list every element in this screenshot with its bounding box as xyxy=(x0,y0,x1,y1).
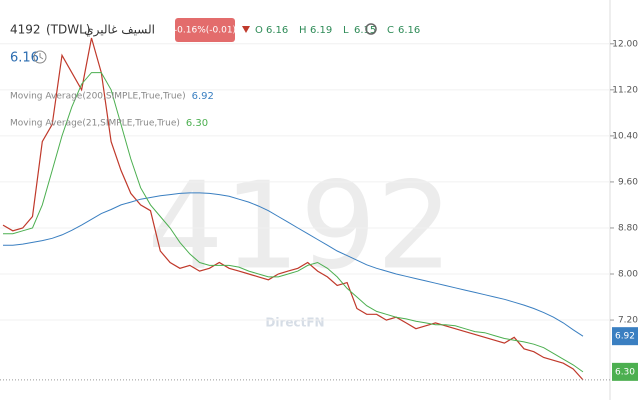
legend-value: 6.30 xyxy=(186,118,208,129)
exchange: (TDWL) xyxy=(46,23,90,37)
ohlc-value: 6.19 xyxy=(310,25,332,36)
settings-icon[interactable] xyxy=(365,23,377,35)
axis-value: 6.30 xyxy=(615,367,635,377)
company-name: السيف غاليري xyxy=(84,23,155,38)
ohlc-key: L xyxy=(343,25,349,36)
legend-name: Moving Average(200,SIMPLE,True,True) xyxy=(10,92,186,102)
y-tick-label: 8.00 xyxy=(618,270,638,280)
y-tick-label: 12.00 xyxy=(612,39,638,49)
legend-value: 6.92 xyxy=(192,91,214,102)
ohlc-value: 6.16 xyxy=(398,25,420,36)
ohlc-key: O xyxy=(255,25,263,36)
series-line xyxy=(3,72,584,373)
ohlc-key: C xyxy=(387,25,394,36)
clock-icon[interactable] xyxy=(33,50,47,64)
y-tick-label: 11.20 xyxy=(612,85,638,95)
ohlc-value: 6.16 xyxy=(266,25,288,36)
change-box xyxy=(175,18,235,42)
watermark-brand: DirectFN xyxy=(265,316,324,330)
series-line xyxy=(3,192,584,337)
down-arrow xyxy=(242,26,250,33)
ohlc-key: H xyxy=(299,25,307,36)
y-tick-label: 8.80 xyxy=(618,223,638,233)
change: -0.16%(-0.01) xyxy=(174,26,236,36)
symbol: 4192 xyxy=(10,23,41,37)
y-tick-label: 10.40 xyxy=(612,131,638,141)
series-line xyxy=(2,37,584,381)
last-price: 6.16 xyxy=(10,51,39,66)
axis-value-box xyxy=(612,362,638,381)
y-tick-label: 9.60 xyxy=(618,177,638,187)
axis-value: 6.92 xyxy=(615,332,635,342)
axis-value-box xyxy=(612,327,638,346)
ohlc-value: 6.15 xyxy=(354,25,376,36)
clock-hand xyxy=(39,53,44,60)
y-tick-label: 7.20 xyxy=(618,316,638,326)
legend-name: Moving Average(21,SIMPLE,True,True) xyxy=(10,119,180,129)
watermark-symbol: 4192 xyxy=(147,158,452,297)
